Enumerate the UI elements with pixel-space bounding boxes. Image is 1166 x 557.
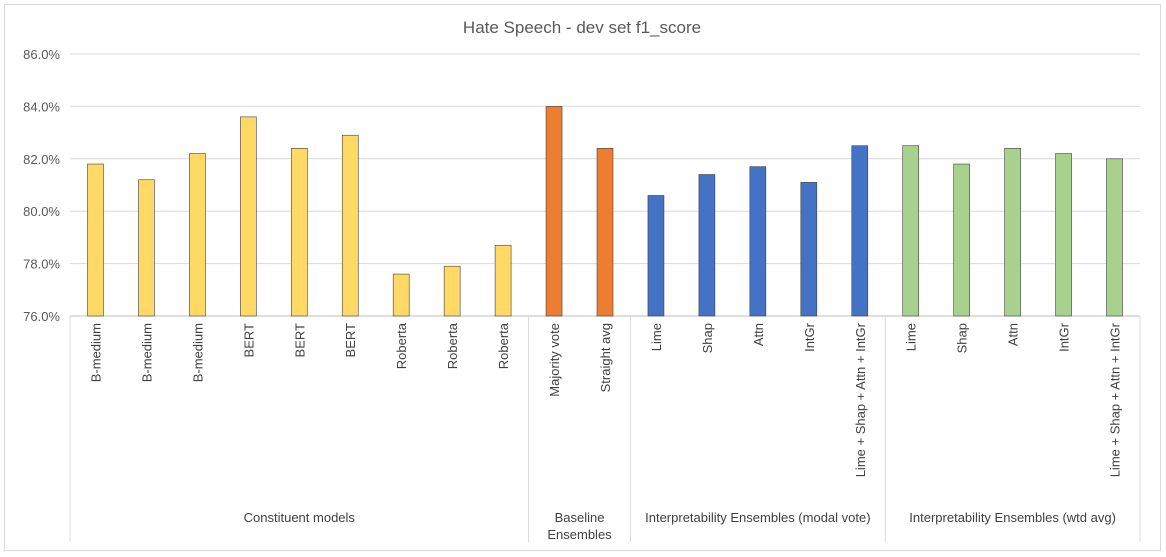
bar <box>953 163 970 317</box>
bar <box>851 145 869 317</box>
chart-title: Hate Speech - dev set f1_score <box>463 18 701 37</box>
x-category-label: B-medium <box>88 323 103 382</box>
x-category-label: BERT <box>292 323 307 357</box>
x-category-label: IntGr <box>802 322 817 352</box>
bar <box>189 153 206 317</box>
group-label: Baseline <box>555 510 605 525</box>
bar <box>138 179 155 317</box>
y-tick-label: 86.0% <box>23 47 60 62</box>
bar <box>545 106 563 317</box>
y-tick-label: 80.0% <box>23 204 60 219</box>
group-label: Constituent models <box>244 510 356 525</box>
bar <box>341 134 359 317</box>
y-tick-label: 76.0% <box>23 309 60 324</box>
bar <box>392 273 410 317</box>
x-category-label: Roberta <box>394 322 409 369</box>
x-category-label: B-medium <box>139 323 154 382</box>
x-category-label: Roberta <box>445 322 460 369</box>
y-axis-ticks: 76.0% 78.0% 80.0% 82.0% 84.0% 86.0% <box>23 47 60 324</box>
bar <box>596 148 614 317</box>
x-category-label: BERT <box>241 323 256 357</box>
x-category-label: Lime + Shap + Attn + IntGr <box>853 322 868 477</box>
bar <box>647 195 665 317</box>
bar <box>1004 148 1021 317</box>
bar <box>494 244 512 317</box>
x-category-label: IntGr <box>1057 322 1072 352</box>
x-category-label: Lime <box>904 323 919 351</box>
x-category-label: Shap <box>700 323 715 353</box>
bar <box>800 182 818 317</box>
y-tick-label: 84.0% <box>23 99 60 114</box>
group-label: Ensembles <box>547 527 612 542</box>
x-axis-groups: Constituent models Baseline Ensembles Inter… <box>69 316 1141 542</box>
bar <box>1055 153 1072 317</box>
y-tick-label: 78.0% <box>23 257 60 272</box>
x-category-label: Lime <box>649 323 664 351</box>
x-category-label: BERT <box>343 323 358 357</box>
x-category-label: Shap <box>955 323 970 353</box>
bar <box>443 265 461 317</box>
x-category-label: Attn <box>1006 323 1021 346</box>
bars <box>87 106 1123 317</box>
x-category-label: Straight avg <box>598 323 613 392</box>
bar <box>87 163 104 317</box>
bar <box>698 174 716 317</box>
bar <box>749 166 767 317</box>
x-category-label: Lime + Shap + Attn + IntGr <box>1108 322 1123 477</box>
bar <box>1106 158 1123 317</box>
bar <box>240 116 257 317</box>
x-category-label: Majority vote <box>547 323 562 397</box>
x-category-label: B-medium <box>190 323 205 382</box>
y-tick-label: 82.0% <box>23 152 60 167</box>
group-label: Interpretability Ensembles (wtd avg) <box>909 510 1116 525</box>
x-axis-categories: B-medium B-medium B-medium BERT BERT BERT Robe… <box>88 322 1122 477</box>
bar <box>290 148 308 317</box>
group-label: Interpretability Ensembles (modal vote) <box>645 510 870 525</box>
x-category-label: Attn <box>751 323 766 346</box>
x-category-label: Roberta <box>496 322 511 369</box>
bar <box>902 145 920 317</box>
